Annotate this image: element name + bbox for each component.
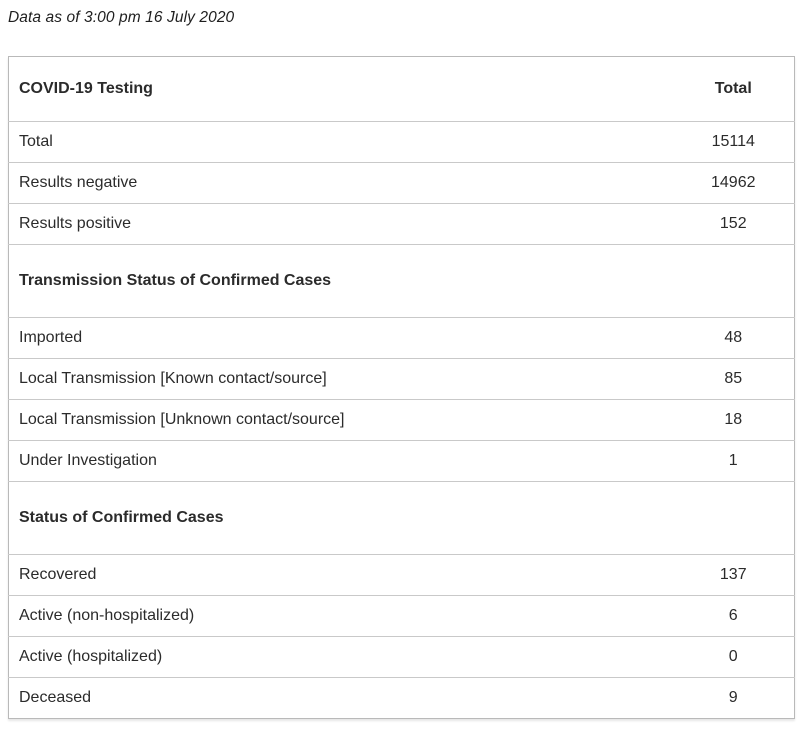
- table-row: Results positive 152: [8, 203, 795, 245]
- row-value: 0: [672, 636, 795, 678]
- table-row: Recovered 137: [8, 554, 795, 596]
- row-value: 14962: [672, 162, 795, 204]
- row-value: 18: [672, 399, 795, 441]
- row-label: Total: [8, 121, 673, 163]
- table-row: Local Transmission [Unknown contact/sour…: [8, 399, 795, 441]
- row-label: Recovered: [8, 554, 673, 596]
- row-label: Results negative: [8, 162, 673, 204]
- section-title: Transmission Status of Confirmed Cases: [8, 244, 795, 318]
- table-row: Active (non-hospitalized) 6: [8, 595, 795, 637]
- table-header-total: Total: [714, 80, 752, 97]
- row-label: Imported: [8, 317, 673, 359]
- row-value: 48: [672, 317, 795, 359]
- table-row: Total 15114: [8, 121, 795, 163]
- table-row: Results negative 14962: [8, 162, 795, 204]
- section-title: Status of Confirmed Cases: [8, 481, 795, 555]
- row-label: Deceased: [8, 677, 673, 719]
- row-label: Results positive: [8, 203, 673, 245]
- row-value: 85: [672, 358, 795, 400]
- table-row: Imported 48: [8, 317, 795, 359]
- section-header-row: Status of Confirmed Cases: [8, 481, 795, 555]
- table-header-label: COVID-19 Testing: [19, 80, 153, 97]
- table-row: Deceased 9: [8, 677, 795, 719]
- row-label: Active (non-hospitalized): [8, 595, 673, 637]
- data-as-of-subtitle: Data as of 3:00 pm 16 July 2020: [8, 9, 235, 26]
- section-header-row: Transmission Status of Confirmed Cases: [8, 244, 795, 318]
- row-value: 137: [672, 554, 795, 596]
- stats-table-body: COVID-19 Testing Total Total 15114 Results…: [8, 57, 795, 719]
- covid-stats-table: COVID-19 Testing Total Total 15114 Results…: [8, 56, 795, 719]
- row-label: Active (hospitalized): [8, 636, 673, 678]
- row-label: Local Transmission [Known contact/source…: [8, 358, 673, 400]
- row-value: 6: [672, 595, 795, 637]
- table-row: Local Transmission [Known contact/source…: [8, 358, 795, 400]
- row-value: 15114: [672, 121, 795, 163]
- row-value: 1: [672, 440, 795, 482]
- table-row: Active (hospitalized) 0: [8, 636, 795, 678]
- table-row: Under Investigation 1: [8, 440, 795, 482]
- row-value: 9: [672, 677, 795, 719]
- row-label: Under Investigation: [8, 440, 673, 482]
- row-value: 152: [672, 203, 795, 245]
- row-label: Local Transmission [Unknown contact/sour…: [8, 399, 673, 441]
- table-header-row: COVID-19 Testing Total: [9, 57, 795, 122]
